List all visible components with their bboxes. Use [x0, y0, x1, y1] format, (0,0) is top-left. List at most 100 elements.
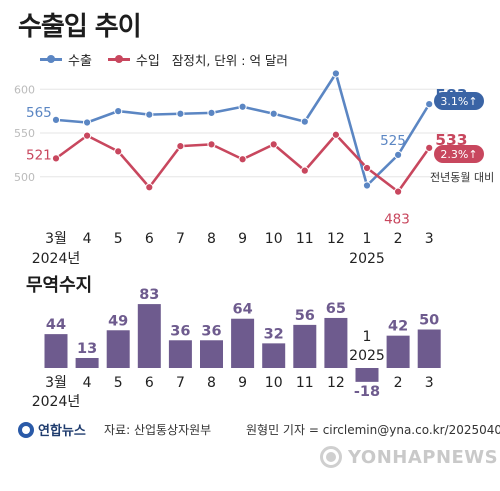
source-note: 자료: 산업통상자원부: [104, 423, 212, 437]
data-point-export: [207, 108, 216, 117]
watermark: YONHAPNEWS: [320, 446, 498, 468]
comparison-caption: 전년동월 대비: [430, 171, 494, 184]
year-label: 2025: [349, 251, 385, 267]
data-point-import: [331, 130, 340, 139]
data-point-export: [300, 117, 309, 126]
x-tick-label: 3: [425, 231, 434, 247]
data-point-export: [145, 110, 154, 119]
data-label: 483: [384, 212, 410, 228]
x-tick-label: 9: [238, 231, 247, 247]
legend-import-swatch: [107, 55, 130, 63]
bar-value-label: 42: [388, 319, 408, 335]
chart-title: 수출입 추이: [18, 12, 142, 42]
x-tick-label: 10: [265, 231, 283, 247]
x-tick-label: 8: [207, 375, 216, 391]
x-tick-label: 3: [425, 375, 434, 391]
yonhap-logo: 연합뉴스: [18, 420, 86, 439]
x-tick-label: 3월: [45, 231, 67, 247]
data-label: 565: [26, 105, 52, 121]
y-tick-label: 500: [14, 171, 35, 184]
x-tick-label: 8: [207, 231, 216, 247]
y-tick-label: 550: [14, 127, 35, 140]
balance-bar: [324, 317, 348, 368]
year-label: 2024년: [32, 394, 81, 410]
x-tick-label: 4: [83, 375, 92, 391]
balance-bar: [44, 334, 68, 368]
bar-value-label: 13: [77, 341, 97, 357]
balance-bar: [417, 329, 441, 368]
data-point-import: [176, 142, 185, 151]
x-tick-label: 10: [265, 375, 283, 391]
y-tick-label: 600: [14, 83, 35, 96]
balance-bar: [168, 340, 192, 368]
data-label: 533: [435, 131, 467, 149]
x-tick-label: 3월: [45, 375, 67, 391]
balance-bar: [200, 340, 223, 368]
x-tick-label: 6: [145, 231, 154, 247]
data-point-import: [145, 183, 154, 192]
data-point-import: [238, 155, 247, 164]
x-tick-label: 11: [296, 231, 314, 247]
x-tick-label: 1: [363, 329, 372, 345]
balance-bar: [137, 304, 161, 368]
balance-bar: [106, 330, 130, 368]
data-point-export: [331, 69, 340, 78]
export-change-text: 3.1%↑: [440, 95, 477, 108]
bar-value-label: 32: [264, 326, 284, 342]
x-tick-label: 11: [296, 375, 314, 391]
year-label: 2024년: [32, 251, 81, 267]
legend-import-label: 수입: [135, 54, 160, 69]
legend-export-label: 수출: [68, 54, 92, 69]
bar-chart-title: 무역수지: [26, 275, 92, 296]
bar-value-label: 83: [139, 287, 159, 303]
x-tick-label: 7: [176, 375, 185, 391]
series-line-export: [55, 72, 431, 187]
bar-value-label: 56: [295, 308, 315, 324]
import-change-badge: [434, 145, 484, 163]
balance-bar: [293, 324, 317, 368]
credit-note: 원형민 기자 = circlemin@yna.co.kr/20250401: [246, 423, 500, 437]
bar-value-label: 49: [108, 313, 128, 329]
bar-value-label: 65: [326, 301, 346, 317]
logo-text: 연합뉴스: [38, 424, 86, 439]
data-point-import: [51, 154, 61, 163]
legend-unit-note: 잠정치, 단위 : 억 달러: [171, 53, 288, 68]
x-tick-label: 2: [394, 231, 403, 247]
year-label: 2025: [349, 348, 385, 364]
x-tick-label: 2: [394, 375, 403, 391]
data-point-import: [425, 143, 434, 152]
balance-bar: [386, 335, 410, 368]
x-tick-label: 12: [327, 375, 345, 391]
export-change-badge: [434, 92, 484, 110]
bar-value-label: 36: [170, 323, 190, 339]
bar-value-label: 36: [201, 323, 221, 339]
x-tick-label: 12: [327, 231, 345, 247]
data-point-export: [425, 100, 434, 109]
data-point-import: [207, 140, 216, 149]
data-point-import: [300, 166, 309, 175]
data-point-export: [269, 109, 278, 118]
x-tick-label: 9: [238, 375, 247, 391]
data-point-import: [362, 163, 372, 173]
watermark-text: YONHAPNEWS: [348, 446, 499, 468]
balance-bar: [231, 318, 255, 368]
data-label: 521: [26, 147, 52, 163]
balance-bar: [355, 368, 379, 382]
balance-bar: [262, 343, 286, 368]
x-tick-label: 1: [363, 231, 372, 247]
data-label: 525: [380, 133, 406, 149]
legend-export-swatch: [40, 55, 62, 63]
data-point-export: [238, 102, 247, 111]
x-tick-label: 5: [114, 231, 123, 247]
bar-value-label: 50: [419, 313, 439, 329]
data-point-import: [394, 187, 403, 196]
legend: 수출 수입 잠정치, 단위 : 억 달러: [40, 50, 288, 69]
data-point-export: [114, 107, 123, 116]
x-tick-label: 6: [145, 375, 154, 391]
bar-value-label: 64: [233, 302, 253, 318]
bar-value-label: -18: [354, 384, 380, 400]
import-change-text: 2.3%↑: [440, 148, 477, 161]
data-point-export: [394, 150, 403, 159]
data-point-import: [114, 147, 123, 156]
